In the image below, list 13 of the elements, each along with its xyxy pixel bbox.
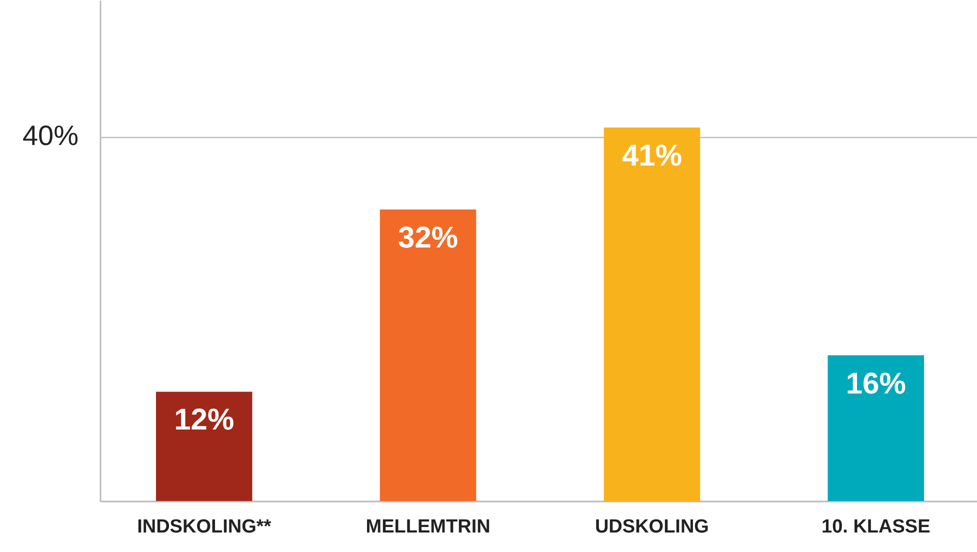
x-tick-label: UDSKOLING (594, 516, 709, 538)
x-tick-label: 10. KLASSE (821, 516, 930, 538)
y-tick-label: 40% (22, 120, 78, 152)
bar (380, 210, 476, 501)
data-label: 32% (398, 222, 458, 255)
data-label: 41% (622, 140, 682, 173)
x-tick-label: INDSKOLING** (137, 516, 272, 538)
x-tick-label: MELLEMTRIN (366, 516, 490, 538)
bar (156, 392, 252, 501)
data-label: 16% (846, 367, 906, 400)
bar (828, 355, 924, 501)
data-label: 12% (174, 404, 234, 437)
bar (604, 128, 700, 501)
